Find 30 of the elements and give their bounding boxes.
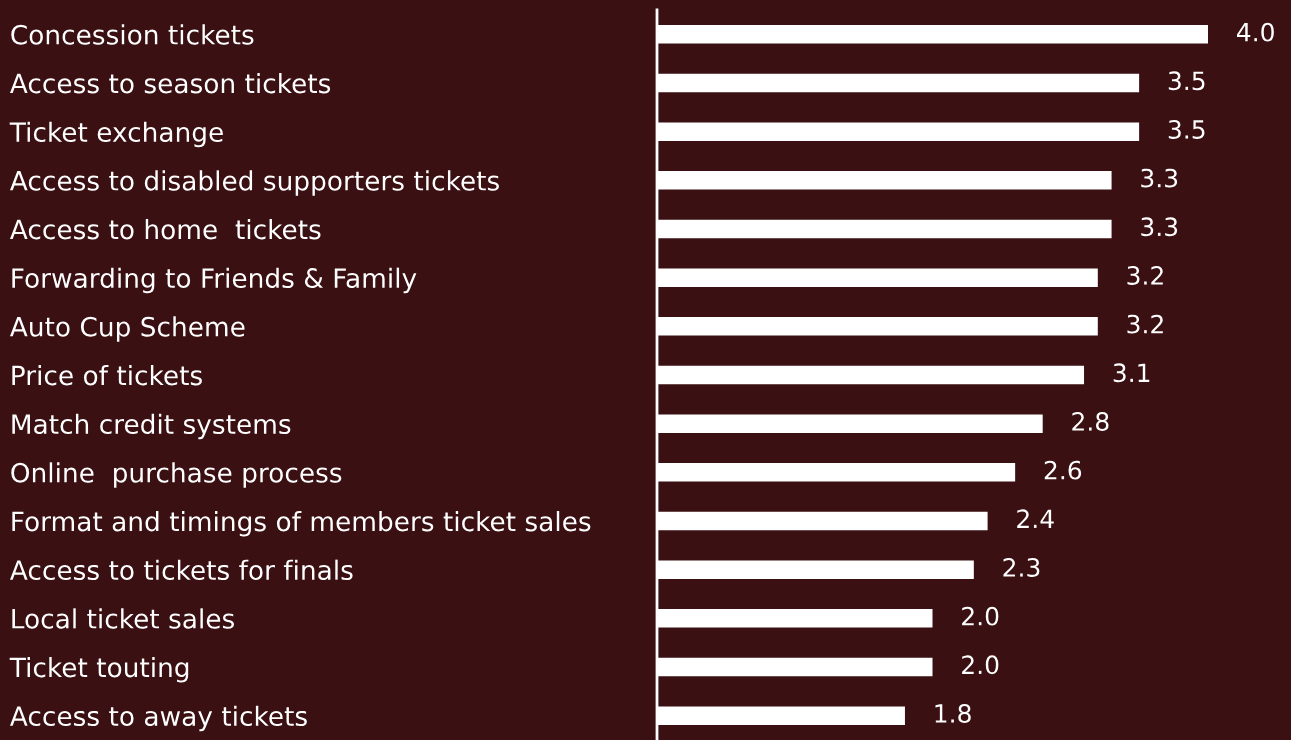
y-tick-label: Local ticket sales <box>12 608 234 629</box>
data-label: 3.1 <box>1113 363 1150 383</box>
data-label: 2.3 <box>1003 558 1040 577</box>
data-label: 3.5 <box>1168 120 1205 139</box>
data-label: 2.4 <box>1017 509 1054 528</box>
y-tick-label: Access to home tickets <box>9 218 321 240</box>
y-tick-label: Format and timings of members ticket sales <box>12 510 591 537</box>
y-tick-label: Concession tickets <box>11 24 254 45</box>
data-label: 3.2 <box>1127 266 1163 285</box>
data-label: 4.0 <box>1237 22 1274 42</box>
data-label: 2.0 <box>962 606 999 626</box>
y-tick-label: Access to away tickets <box>9 705 307 732</box>
y-tick-label: Ticket touting <box>9 656 189 683</box>
data-label: 3.2 <box>1127 314 1163 334</box>
y-tick-label: Online purchase process <box>11 462 342 488</box>
data-label: 3.3 <box>1141 168 1178 188</box>
y-tick-label: Price of tickets <box>12 364 202 386</box>
y-tick-label: Forwarding to Friends & Family <box>12 267 417 294</box>
y-tick-label: Auto Cup Scheme <box>9 316 245 342</box>
data-label: 2.6 <box>1044 460 1082 480</box>
data-label: 2.8 <box>1072 412 1109 431</box>
y-tick-label: Match credit systems <box>12 413 291 440</box>
data-label: 2.0 <box>962 655 999 675</box>
y-tick-label: Access to season tickets <box>9 72 331 94</box>
y-tick-label: Access to disabled supporters tickets <box>9 170 499 196</box>
y-tick-label: Ticket exchange <box>9 121 223 148</box>
data-label: 3.3 <box>1141 217 1178 237</box>
data-label: 3.5 <box>1168 71 1205 91</box>
y-tick-label: Access to tickets for finals <box>9 559 353 581</box>
data-label: 1.8 <box>935 704 971 723</box>
